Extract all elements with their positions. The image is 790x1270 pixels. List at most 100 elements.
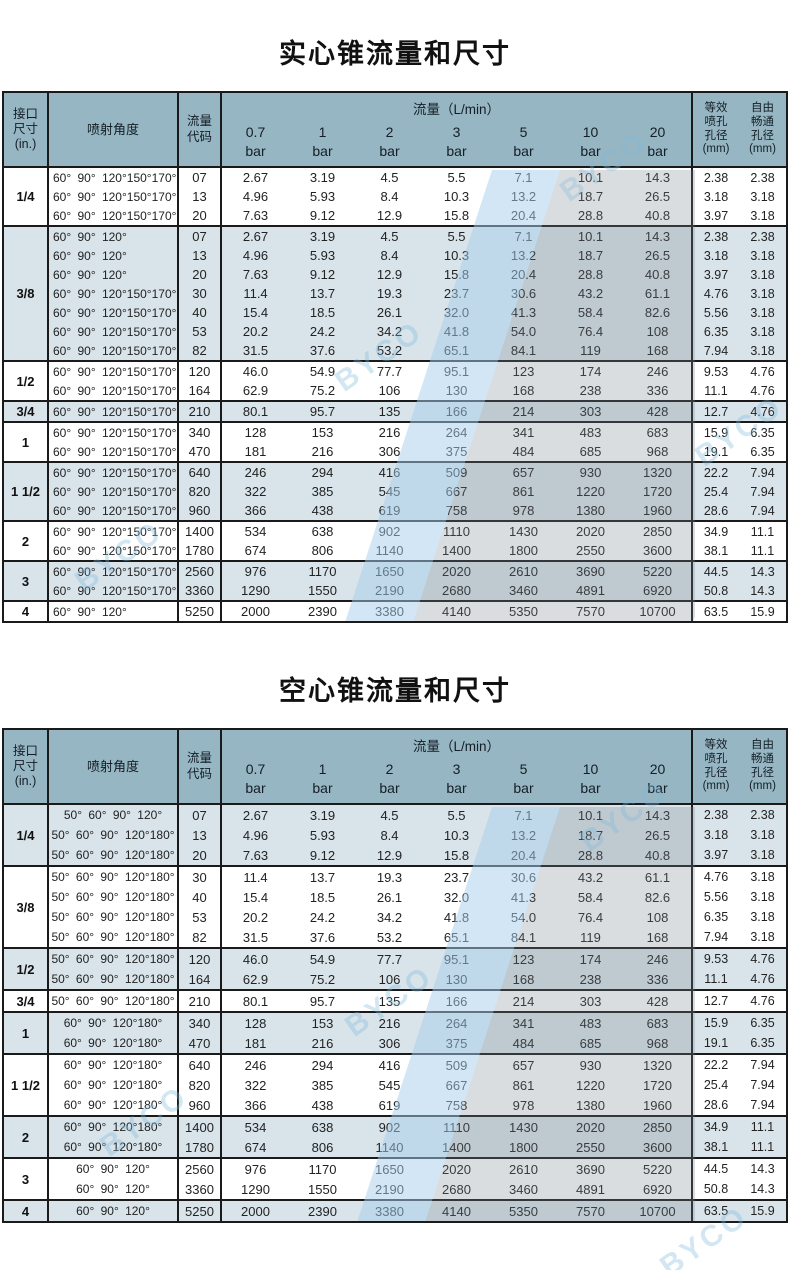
flow-5-bar-cell: 861: [512, 484, 535, 499]
spray-angle-cell: 60° 90° 120°: [49, 246, 179, 265]
flow-0.7-bar-cell: 366: [244, 503, 267, 518]
flow-values: 181 216 306 375 484 685 968: [222, 1033, 691, 1053]
table-row: 60° 90° 120°150°170° 960 366 438 619 758 978 13…: [49, 501, 786, 520]
flow-1-bar-cell: 1170: [308, 1161, 337, 1177]
flow-0.7-bar-cell: 62.9: [242, 971, 269, 987]
flow-1-bar-cell: 438: [311, 1097, 334, 1113]
pressure-value: 3: [452, 761, 461, 777]
equivalent-orifice-cell: 38.1: [691, 541, 739, 560]
flow-5-bar-cell: 168: [512, 971, 535, 987]
flow-1-bar-cell: 95.7: [309, 404, 336, 419]
flow-20-bar-cell: 1720: [643, 484, 672, 499]
flow-20-bar-cell: 683: [646, 1015, 669, 1031]
pressure-unit: bar: [379, 779, 400, 796]
flow-5-bar-cell: 30.6: [510, 286, 537, 301]
pressure-value: 2: [385, 761, 394, 777]
flow-2-bar-cell: 4.5: [380, 807, 399, 823]
header-pressure-3-bar: 3 bar: [423, 123, 490, 166]
flow-code-cell: 13: [179, 187, 222, 206]
free-passage-cell: 3.18: [750, 910, 775, 924]
flow-10-bar-cell: 930: [579, 1057, 602, 1073]
flow-5-bar-cell: 3460: [509, 1181, 538, 1197]
flow-5-bar-cell: 20.4: [510, 267, 537, 282]
header-pressure-0.7-bar: 0.7 bar: [222, 123, 289, 166]
flow-1-bar-cell: 638: [311, 1119, 334, 1135]
flow-1-bar-cell: 294: [311, 465, 334, 480]
free-passage-cell: 3.18: [750, 305, 775, 320]
flow-10-bar-cell: 28.8: [577, 208, 604, 223]
flow-10-bar-cell: 43.2: [577, 869, 604, 885]
equivalent-orifice-cell: 5.56: [691, 887, 739, 907]
spray-angle-cell: 60° 90° 120°: [49, 1201, 179, 1221]
flow-2-bar-cell: 53.2: [376, 929, 403, 945]
flow-10-bar-cell: 483: [579, 1015, 602, 1031]
free-passage-cell: 15.9: [750, 604, 775, 619]
flow-1-bar-cell: 54.9: [309, 364, 336, 379]
flow-code-cell: 820: [179, 1075, 222, 1095]
flow-20-bar-cell: 10700: [639, 604, 676, 619]
flow-3-bar-cell: 264: [445, 1015, 468, 1031]
flow-3-bar-cell: 2020: [442, 1161, 471, 1177]
flow-0.7-bar-cell: 2000: [241, 604, 270, 619]
flow-values: 246 294 416 509 657 930 1320: [222, 1055, 691, 1075]
flow-5-bar-cell: 54.0: [510, 909, 537, 925]
equivalent-orifice-cell: 11.1: [691, 969, 739, 989]
flow-20-bar-cell: 61.1: [644, 286, 671, 301]
flow-0.7-bar-cell: 534: [244, 524, 267, 539]
flow-20-bar-cell: 1960: [643, 1097, 672, 1113]
header-pressure-0.7-bar: 0.7 bar: [222, 760, 289, 803]
flow-10-bar-cell: 303: [579, 993, 602, 1009]
flow-2-bar-cell: 306: [378, 1035, 401, 1051]
flow-3-bar-cell: 65.1: [443, 929, 470, 945]
flow-2-bar-cell: 3380: [375, 1203, 404, 1219]
flow-2-bar-cell: 53.2: [376, 343, 403, 358]
size-group-1: 1 60° 90° 120°180° 340 128 153 216 264 341 483 68…: [4, 1011, 786, 1053]
table-row: 60° 90° 120°180° 640 246 294 416 509 657 930 132…: [49, 1055, 786, 1075]
flow-2-bar-cell: 216: [378, 425, 401, 440]
pressure-value: 3: [452, 124, 461, 140]
flow-2-bar-cell: 4.5: [380, 229, 399, 244]
flow-2-bar-cell: 77.7: [376, 951, 403, 967]
flow-1-bar-cell: 385: [311, 1077, 334, 1093]
flow-code-cell: 640: [179, 1055, 222, 1075]
flow-values: 246 294 416 509 657 930 1320: [222, 463, 691, 482]
flow-values: 2.67 3.19 4.5 5.5 7.1 10.1 14.3: [222, 227, 691, 246]
flow-values: 128 153 216 264 341 483 683: [222, 423, 691, 442]
size-group-1/2: 1/2 50° 60° 90° 120°180° 120 46.0 54.9 77.7 95…: [4, 947, 786, 989]
table-row: 60° 90° 120°150°170° 340 128 153 216 264 341 48…: [49, 423, 786, 442]
free-passage-cell: 3.18: [750, 267, 775, 282]
flow-2-bar-cell: 619: [378, 1097, 401, 1113]
flow-5-bar-cell: 123: [512, 951, 535, 967]
flow-20-bar-cell: 40.8: [644, 267, 671, 282]
free-passage-cell: 3.18: [750, 324, 775, 339]
spray-angle-cell: 60° 90° 120°180°: [49, 1075, 179, 1095]
flow-10-bar-cell: 76.4: [577, 909, 604, 925]
flow-0.7-bar-cell: 2.67: [242, 170, 269, 185]
pressure-unit: bar: [580, 779, 601, 796]
flow-2-bar-cell: 19.3: [376, 286, 403, 301]
flow-2-bar-cell: 2190: [375, 1181, 404, 1197]
flow-10-bar-cell: 119: [580, 343, 601, 358]
connection-size-label: 3/8: [4, 227, 49, 360]
size-group-3/4: 3/4 50° 60° 90° 120°180° 210 80.1 95.7 135 166…: [4, 989, 786, 1011]
free-passage-cell: 11.1: [750, 524, 775, 539]
flow-20-bar-cell: 61.1: [644, 869, 671, 885]
free-passage-cell: 7.94: [750, 1098, 775, 1112]
flow-10-bar-cell: 58.4: [577, 889, 604, 905]
free-passage-cell: 3.18: [750, 286, 775, 301]
flow-10-bar-cell: 18.7: [577, 248, 604, 263]
flow-2-bar-cell: 1650: [375, 564, 404, 579]
flow-0.7-bar-cell: 246: [244, 1057, 267, 1073]
flow-values: 322 385 545 667 861 1220 1720: [222, 482, 691, 501]
free-passage-cell: 4.76: [750, 364, 775, 379]
flow-0.7-bar-cell: 674: [244, 543, 267, 558]
flow-code-cell: 960: [179, 1095, 222, 1115]
flow-10-bar-cell: 174: [579, 951, 602, 967]
flow-2-bar-cell: 77.7: [376, 364, 403, 379]
equivalent-orifice-cell: 5.56: [691, 303, 739, 322]
flow-0.7-bar-cell: 20.2: [242, 324, 269, 339]
flow-0.7-bar-cell: 7.63: [242, 208, 269, 223]
header-connection-size: 接口 尺寸 (in.): [4, 730, 49, 803]
spray-angle-cell: 50° 60° 90° 120°180°: [49, 845, 179, 865]
spray-angle-cell: 60° 90° 120°150°170°: [49, 423, 179, 442]
